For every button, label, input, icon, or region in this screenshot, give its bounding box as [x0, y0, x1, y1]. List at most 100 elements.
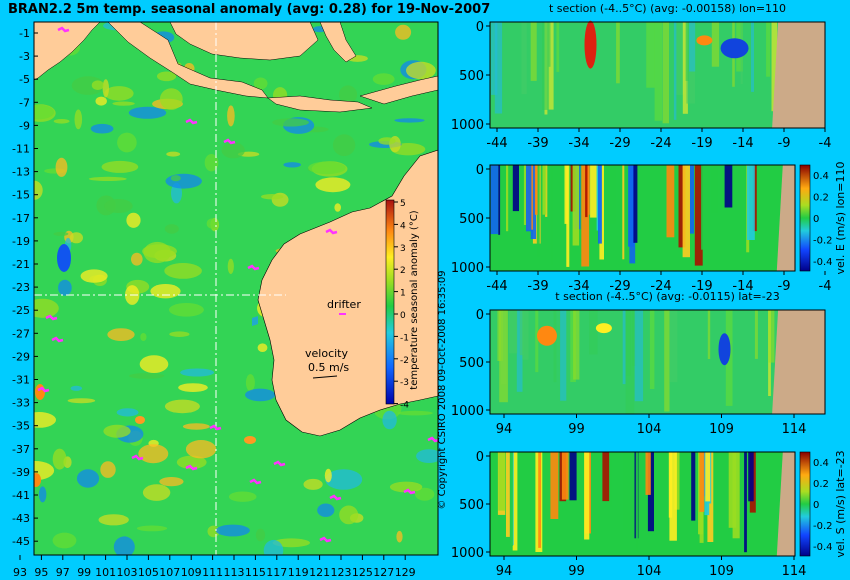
- anomaly-patch: [180, 368, 215, 377]
- x-tick-label: -39: [527, 279, 548, 294]
- section-stripe: [522, 310, 529, 360]
- drifter-track: [427, 436, 438, 443]
- y-tick-label: 0: [476, 20, 484, 35]
- anomaly-patch: [261, 194, 284, 200]
- section-stripe: [547, 22, 554, 110]
- anomaly-patch: [415, 487, 435, 501]
- anomaly-patch: [55, 157, 68, 177]
- anomaly-patch: [113, 536, 135, 555]
- anomaly-patch: [272, 538, 310, 548]
- anomaly-patch: [283, 162, 302, 168]
- lat-tick-label: -5: [19, 73, 30, 86]
- x-tick-label: 94: [496, 564, 513, 579]
- lat-tick-label: -29: [12, 350, 30, 363]
- anomaly-patch: [53, 119, 70, 124]
- drifter-track: [57, 26, 70, 33]
- anomaly-patch: [159, 477, 184, 487]
- seabed: [776, 165, 795, 271]
- panel-background: [490, 165, 795, 271]
- section-stripe: [516, 310, 523, 392]
- anomaly-patch: [245, 388, 276, 402]
- x-tick-label: -24: [650, 279, 671, 294]
- anomaly-patch: [159, 88, 183, 110]
- anomaly-patch: [80, 269, 108, 283]
- section-stripe: [744, 452, 747, 553]
- lat-tick-label: -27: [12, 327, 30, 340]
- drifter-track: [131, 454, 144, 461]
- anomaly-patch: [315, 177, 351, 193]
- section-stripe: [724, 165, 733, 208]
- drifter-track: [51, 336, 64, 343]
- x-tick-label: -29: [609, 136, 630, 151]
- section-stripe: [538, 452, 541, 548]
- anomaly-patch: [104, 199, 133, 213]
- drifter-track: [185, 118, 198, 125]
- x-tick-label: 94: [496, 422, 513, 437]
- anomaly-feature: [135, 416, 145, 424]
- anomaly-patch: [67, 398, 96, 404]
- section-feature: [536, 325, 557, 346]
- section-stripe: [573, 310, 580, 380]
- anomaly-patch: [164, 224, 179, 234]
- section-stripe: [553, 310, 557, 383]
- section-stripe: [689, 22, 696, 72]
- section-stripe: [699, 452, 705, 512]
- section-stripe: [551, 165, 554, 266]
- lat-tick-label: -3: [19, 50, 30, 63]
- copyright-text: © Copyright CSIRO 2008 09-Oct-2008 16:35…: [437, 270, 448, 509]
- anomaly-patch: [170, 175, 181, 182]
- velocity-colorbar-tick: 0.4: [813, 458, 829, 469]
- drifter-track: [329, 494, 342, 501]
- section-stripe: [585, 165, 588, 218]
- velocity-colorbar-tick: 0.4: [813, 171, 829, 182]
- lat-tick-label: -25: [12, 304, 30, 317]
- section-stripe: [754, 310, 758, 359]
- drifter-track: [45, 314, 58, 321]
- anomaly-patch: [129, 373, 165, 379]
- anomaly-patch: [395, 24, 412, 40]
- anomaly-patch: [176, 455, 207, 469]
- lon-tick-label: 115: [245, 566, 266, 579]
- anomaly-patch: [332, 134, 356, 157]
- anomaly-patch: [245, 374, 255, 392]
- x-tick-label: 114: [782, 422, 807, 437]
- anomaly-patch: [128, 106, 167, 119]
- map-lat-ticks: -1 -3 -5 -7 -9 -11 -13 -15 -17 -19 -21 -23 -25 -27 -29…: [12, 27, 38, 548]
- section-stripe: [669, 452, 677, 541]
- anomaly-feature: [66, 556, 82, 564]
- section-panel-v-lat: 0 500 1000 94 99 104 109 114 0.4 0.2 0 -0.2 -0.4 vel.…: [451, 450, 847, 579]
- lon-tick-label: 93: [13, 566, 27, 579]
- x-tick-label: 104: [637, 422, 662, 437]
- lat-tick-label: -13: [12, 166, 30, 179]
- section-stripe: [728, 452, 737, 528]
- lon-tick-label: 119: [288, 566, 309, 579]
- section-stripe: [584, 452, 590, 540]
- anomaly-patch: [263, 539, 284, 555]
- anomaly-patch: [136, 525, 168, 532]
- anomaly-patch: [227, 258, 234, 274]
- panel-title: t section (-4..5°C) (avg: -0.0115) lat=-…: [555, 290, 779, 303]
- lon-tick-label: 107: [159, 566, 180, 579]
- anomaly-patch: [98, 514, 129, 526]
- anomaly-patch: [255, 528, 266, 542]
- x-tick-label: -19: [691, 279, 712, 294]
- anomaly-patch: [142, 244, 177, 259]
- section-stripe: [771, 22, 778, 112]
- anomaly-feature: [35, 384, 45, 400]
- x-tick-label: -44: [486, 136, 507, 151]
- velocity-colorbar-tick: 0: [813, 500, 819, 511]
- drifter-track: [403, 488, 416, 495]
- lat-tick-label: -11: [12, 143, 30, 156]
- section-stripe: [689, 165, 694, 234]
- section-stripe: [705, 452, 711, 502]
- anomaly-patch: [168, 303, 204, 317]
- x-tick-label: -19: [691, 136, 712, 151]
- section-feature: [696, 35, 713, 46]
- section-stripe: [535, 310, 539, 373]
- section-stripe: [669, 310, 678, 383]
- section-stripe: [633, 165, 638, 243]
- anomaly-patch: [324, 468, 332, 483]
- section-stripe: [635, 452, 639, 552]
- section-stripe: [694, 165, 703, 266]
